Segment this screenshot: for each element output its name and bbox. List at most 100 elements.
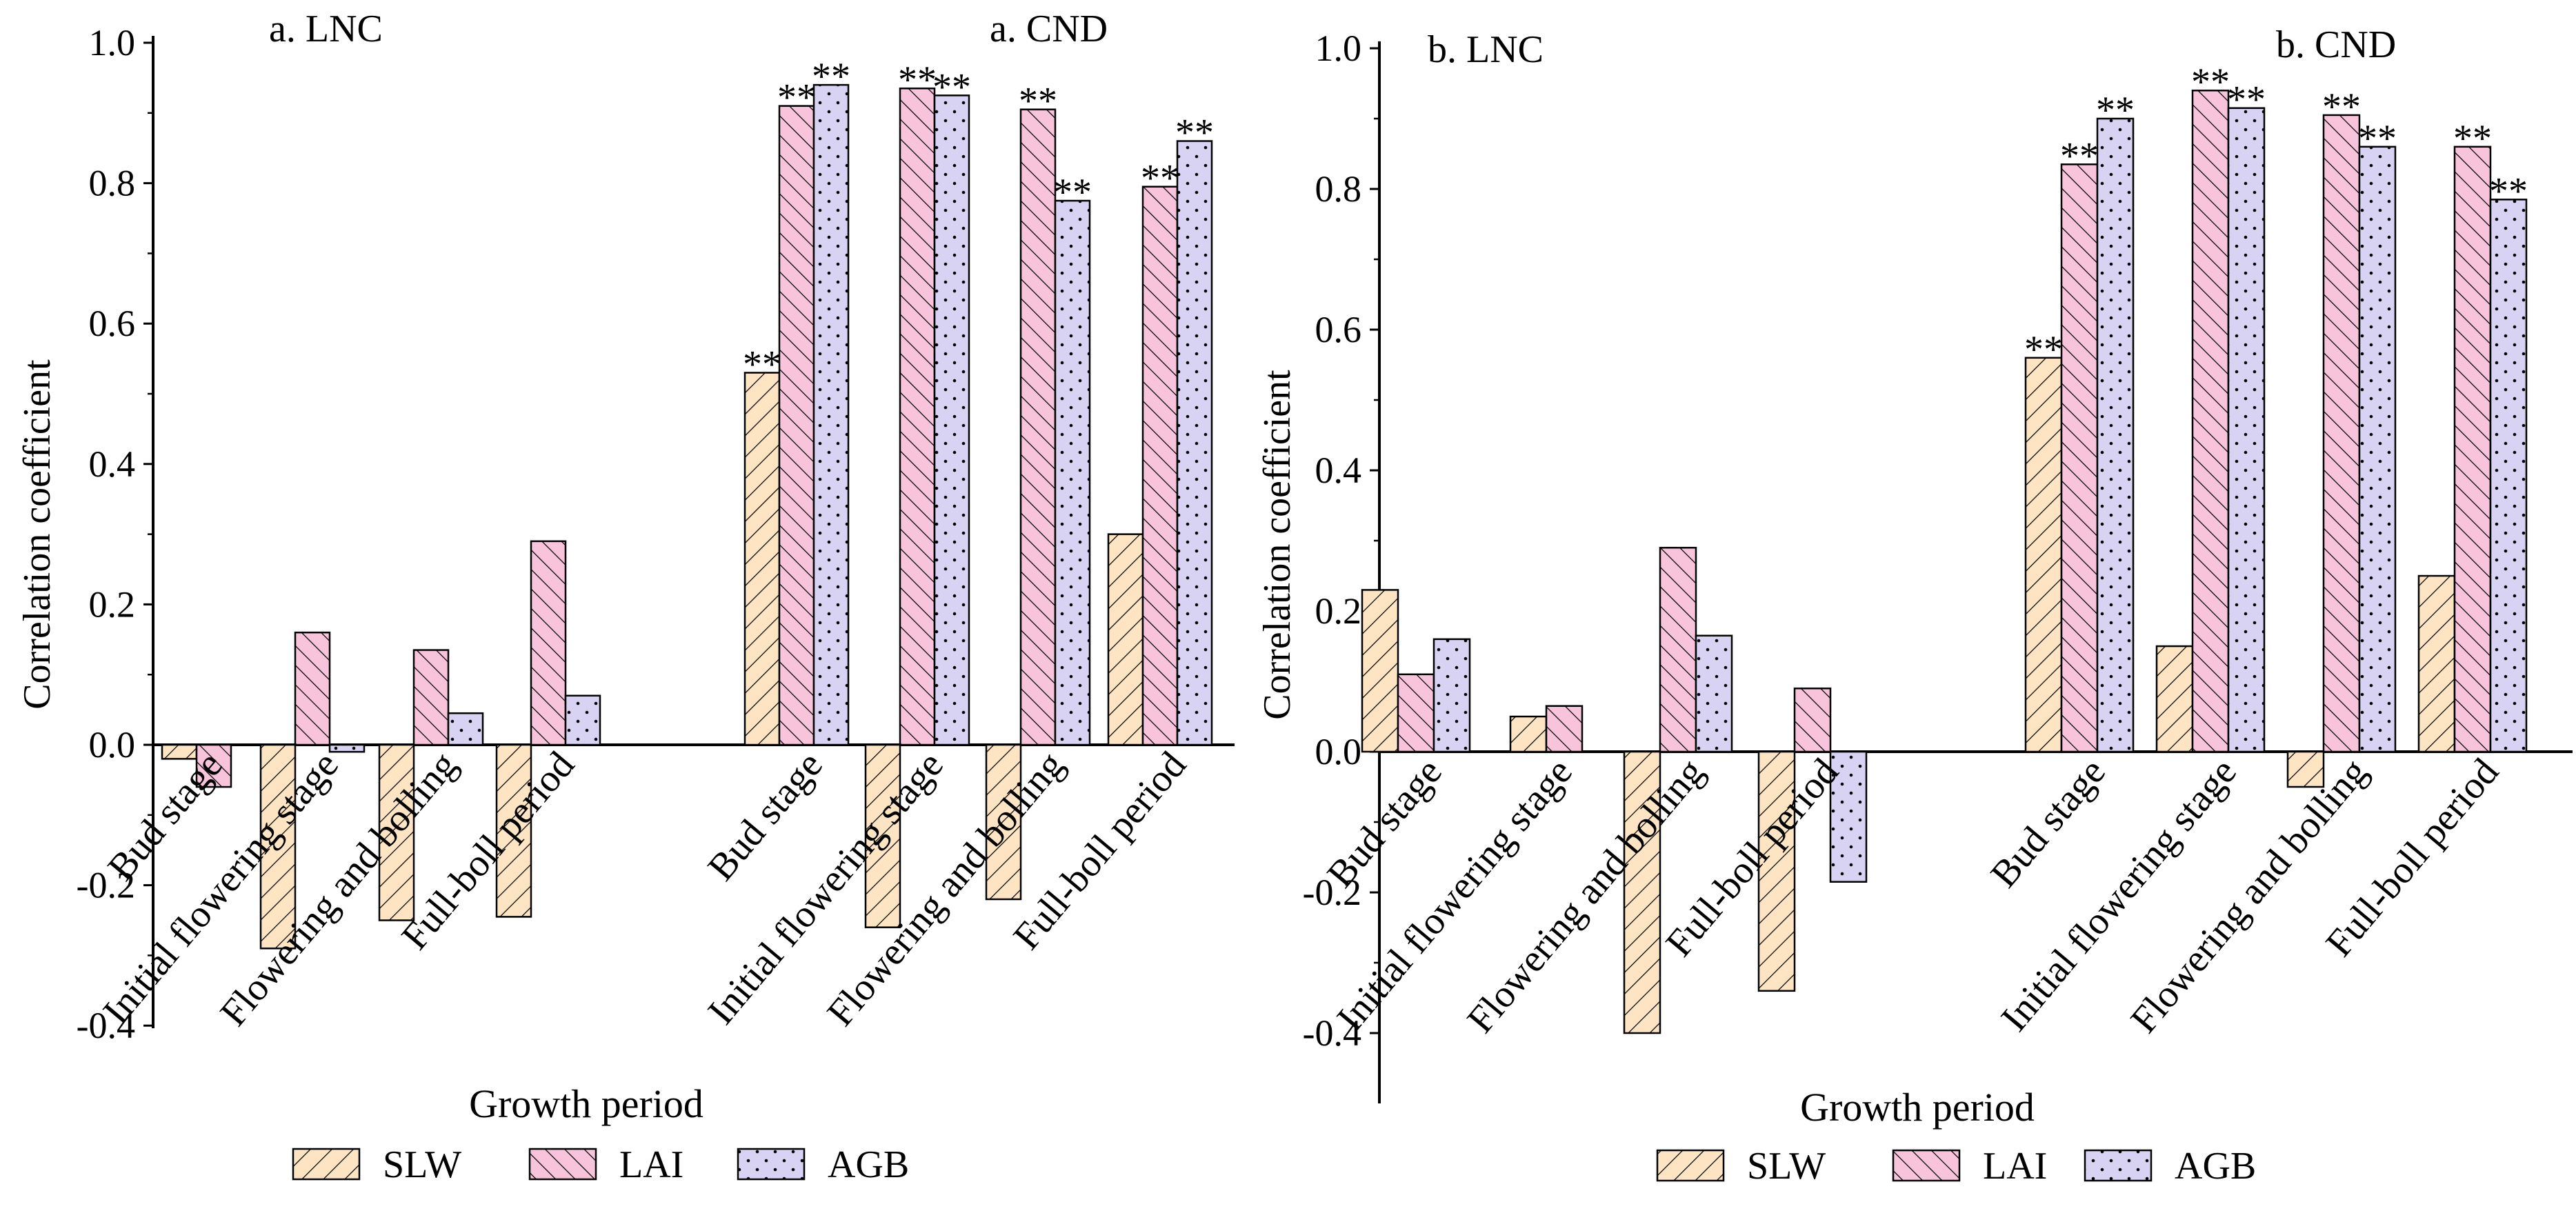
chart2-bar-agb [1432,638,1471,753]
chart2-bar-slw [1757,750,1796,992]
chart2-sig-label: ** [2096,89,2135,132]
chart2-category-label: Initial flowering stage [1329,751,1581,1040]
chart2-ytick-label: 0.6 [1315,309,1362,350]
chart2-bar-agb [1829,750,1868,883]
chart2-sig-label: ** [2489,170,2528,212]
chart2-legend-swatch-lai [1892,1149,1961,1182]
chart1-legend-swatch-slw [292,1148,361,1181]
chart2-category-label: Bud stage [1319,751,1450,896]
chart1-sig-label: ** [1019,80,1057,123]
chart2-bar-lai [1545,705,1584,753]
chart1-ytick-label: -0.2 [77,865,135,906]
chart1-sig-label: ** [743,343,781,386]
chart2-legend-label-lai: LAI [1983,1145,2047,1188]
chart2-ytick-label: 0.8 [1315,168,1362,210]
chart2-ytick-label: 0.4 [1315,450,1362,491]
chart1-bar-slw [495,743,532,918]
chart2-bar-slw [2417,574,2456,753]
chart1-panel-label: a. LNC [269,8,383,50]
chart2-bar-lai [2191,89,2230,753]
chart1-bar-lai [294,631,331,746]
chart1-legend-label-agb: AGB [828,1143,909,1186]
chart1-bar-slw [985,743,1022,901]
chart1-ytick-label: 0.6 [89,303,136,344]
chart1-bar-lai [778,105,815,746]
chart2-category-label: Flowering and bolling [2123,751,2376,1041]
chart1-legend-label-slw: SLW [383,1143,461,1186]
chart2-bar-lai [1659,546,1697,753]
chart2-sig-label: ** [2453,117,2492,160]
chart1-bar-lai [412,649,450,746]
chart1-bar-lai [195,743,232,788]
chart1-ytick-label: -0.4 [77,1005,135,1046]
chart2-bar-slw [2155,645,2194,753]
chart1-bar-agb [1054,199,1091,746]
chart1-bar-lai [899,87,936,746]
chart2-legend-label-slw: SLW [1747,1145,1826,1188]
chart1-sig-label: ** [1175,112,1214,154]
chart2-ytick-label: 1.0 [1315,28,1362,69]
chart1-sig-label: ** [932,66,971,108]
chart2-bar-agb [1695,634,1733,753]
chart1-x-label: Growth period [469,1081,703,1126]
chart2-ytick-label: -0.4 [1303,1012,1361,1054]
chart2-bar-lai [1397,673,1435,753]
chart1-ytick-label: 0.0 [89,724,136,765]
chart2-sig-label: ** [2227,79,2266,121]
chart2-sig-label: ** [2060,134,2099,177]
chart1-ytick-label: 0.2 [89,583,136,625]
chart2-bar-slw [2286,750,2325,788]
chart2-category-label: Initial flowering stage [1993,751,2245,1040]
chart1-bar-agb [812,83,850,746]
chart2-bar-lai [2060,163,2099,753]
chart1-bar-slw [259,743,297,950]
chart1-sig-label: ** [777,77,816,119]
chart1-legend-swatch-lai [528,1148,597,1181]
chart1-ytick-label: 0.8 [89,163,136,204]
chart2-panel-label: b. CND [2276,23,2396,66]
chart2-panel-label: b. LNC [1428,28,1544,71]
chart1-bar-lai [1141,186,1179,746]
chart2-bar-lai [2322,114,2361,753]
chart2-x-label: Growth period [1800,1085,2035,1130]
chart2-bar-lai [1793,687,1832,753]
chart2-sig-label: ** [2358,117,2397,160]
chart2-legend-swatch-agb [2084,1149,2153,1182]
chart2-ytick-label: 0.2 [1315,590,1362,632]
chart2-bar-agb [2227,107,2266,753]
chart2-bar-slw [2024,357,2063,753]
chart1-category-label: Flowering and bolling [819,744,1072,1034]
chart1-category-label: Bud stage [699,744,830,889]
chart1-sig-label: ** [1141,157,1179,200]
chart2-category-label: Flowering and bolling [1459,751,1713,1041]
chart2-bar-slw [1509,715,1548,753]
chart1-bar-slw [378,743,415,921]
chart2-sig-label: ** [2322,86,2361,128]
chart1-bar-agb [447,712,484,746]
chart2-bar-slw [1623,750,1661,1034]
chart1-bar-lai [1019,108,1057,746]
chart2-bar-lai [2453,146,2492,753]
chart2-bar-agb [2096,117,2135,753]
chart2-category-label: Bud stage [1982,751,2113,896]
chart1-bar-lai [530,540,567,746]
chart1-bar-slw [864,743,901,928]
chart1-legend-swatch-agb [737,1148,806,1181]
chart1-bar-agb [328,743,366,753]
chart1-bar-agb [933,94,970,746]
chart1-sig-label: ** [1053,171,1092,214]
chart1-bar-slw [1107,533,1144,746]
chart1-sig-label: ** [898,59,937,101]
chart1-legend-label-lai: LAI [619,1143,683,1186]
chart1-bar-slw [743,372,781,746]
chart1-panel-label: a. CND [990,8,1108,50]
chart2-sig-label: ** [2191,61,2230,103]
chart1-ytick-label: 0.4 [89,443,136,485]
chart1-bar-agb [1176,140,1213,746]
chart1-y-label: Correlation coefficient [16,359,59,710]
chart1-sig-label: ** [812,55,850,98]
chart2-bar-agb [2358,146,2397,753]
chart1-category-label: Initial flowering stage [700,744,952,1033]
chart2-ytick-label: 0.0 [1315,731,1362,772]
